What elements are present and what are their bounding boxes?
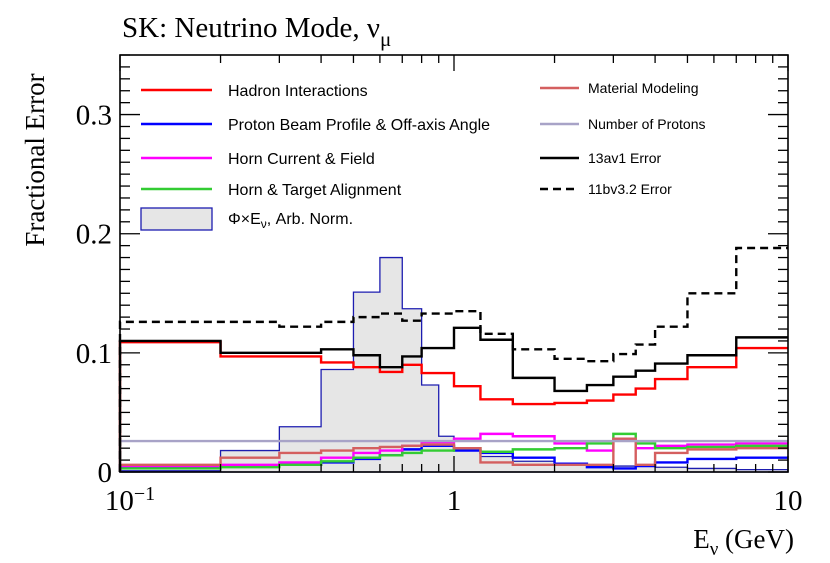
chart-title: SK: Neutrino Mode, νμ xyxy=(122,12,391,51)
legend-item-proton-beam-profile-off-axis-angle: Proton Beam Profile & Off-axis Angle xyxy=(141,117,490,134)
legend-item-material-modeling: Material Modeling xyxy=(540,80,699,96)
x-axis-label-subscript: ν xyxy=(710,539,719,560)
y-tick-label: 0.3 xyxy=(76,100,112,132)
legend-label: 13av1 Error xyxy=(588,150,661,166)
y-tick-label: 0.1 xyxy=(76,338,112,370)
legend-label: Horn Current & Field xyxy=(228,151,375,168)
x-axis-label: Eν (GeV) xyxy=(693,524,794,560)
series-material-modeling xyxy=(118,437,788,472)
legend-item-flux: Φ×Eν, Arb. Norm. xyxy=(140,207,353,231)
series-13av1-error xyxy=(118,326,788,472)
legend-label: Proton Beam Profile & Off-axis Angle xyxy=(228,117,490,134)
legend-item-11bv3-2-error: 11bv3.2 Error xyxy=(540,181,672,197)
legend-label: Hadron Interactions xyxy=(228,83,368,100)
legend-item-13av1-error: 13av1 Error xyxy=(540,150,661,166)
chart-title-subscript: μ xyxy=(380,27,391,51)
axis-ticks xyxy=(119,54,789,473)
series-hadron-interactions xyxy=(118,340,788,472)
plot-area: 0 0.1 0.2 0.3 10−1 1 10 xyxy=(76,54,803,517)
x-tick-label: 1 xyxy=(447,485,462,517)
legend-label: Horn & Target Alignment xyxy=(228,182,402,199)
legend: Hadron Interactions Proton Beam Profile &… xyxy=(140,80,706,231)
legend-item-horn-current-field: Horn Current & Field xyxy=(141,151,375,168)
legend-label: Number of Protons xyxy=(588,116,706,132)
legend-item-hadron-interactions: Hadron Interactions xyxy=(141,83,368,100)
y-axis-label: Fractional Error xyxy=(20,73,50,246)
legend-item-number-of-protons: Number of Protons xyxy=(540,116,706,132)
series-layer xyxy=(118,246,788,472)
legend-swatch xyxy=(140,207,213,231)
legend-label: 11bv3.2 Error xyxy=(588,181,672,197)
legend-label: Φ×Eν, Arb. Norm. xyxy=(228,211,353,231)
x-tick-label: 10 xyxy=(774,485,803,517)
legend-item-horn-target-alignment: Horn & Target Alignment xyxy=(141,182,402,199)
series-number-of-protons xyxy=(118,439,788,472)
legend-label: Material Modeling xyxy=(588,80,699,96)
y-tick-label: 0 xyxy=(98,457,113,489)
x-tick-label: 10−1 xyxy=(105,483,155,517)
y-tick-label: 0.2 xyxy=(76,219,112,251)
tick-labels: 0 0.1 0.2 0.3 10−1 1 10 xyxy=(76,100,803,517)
